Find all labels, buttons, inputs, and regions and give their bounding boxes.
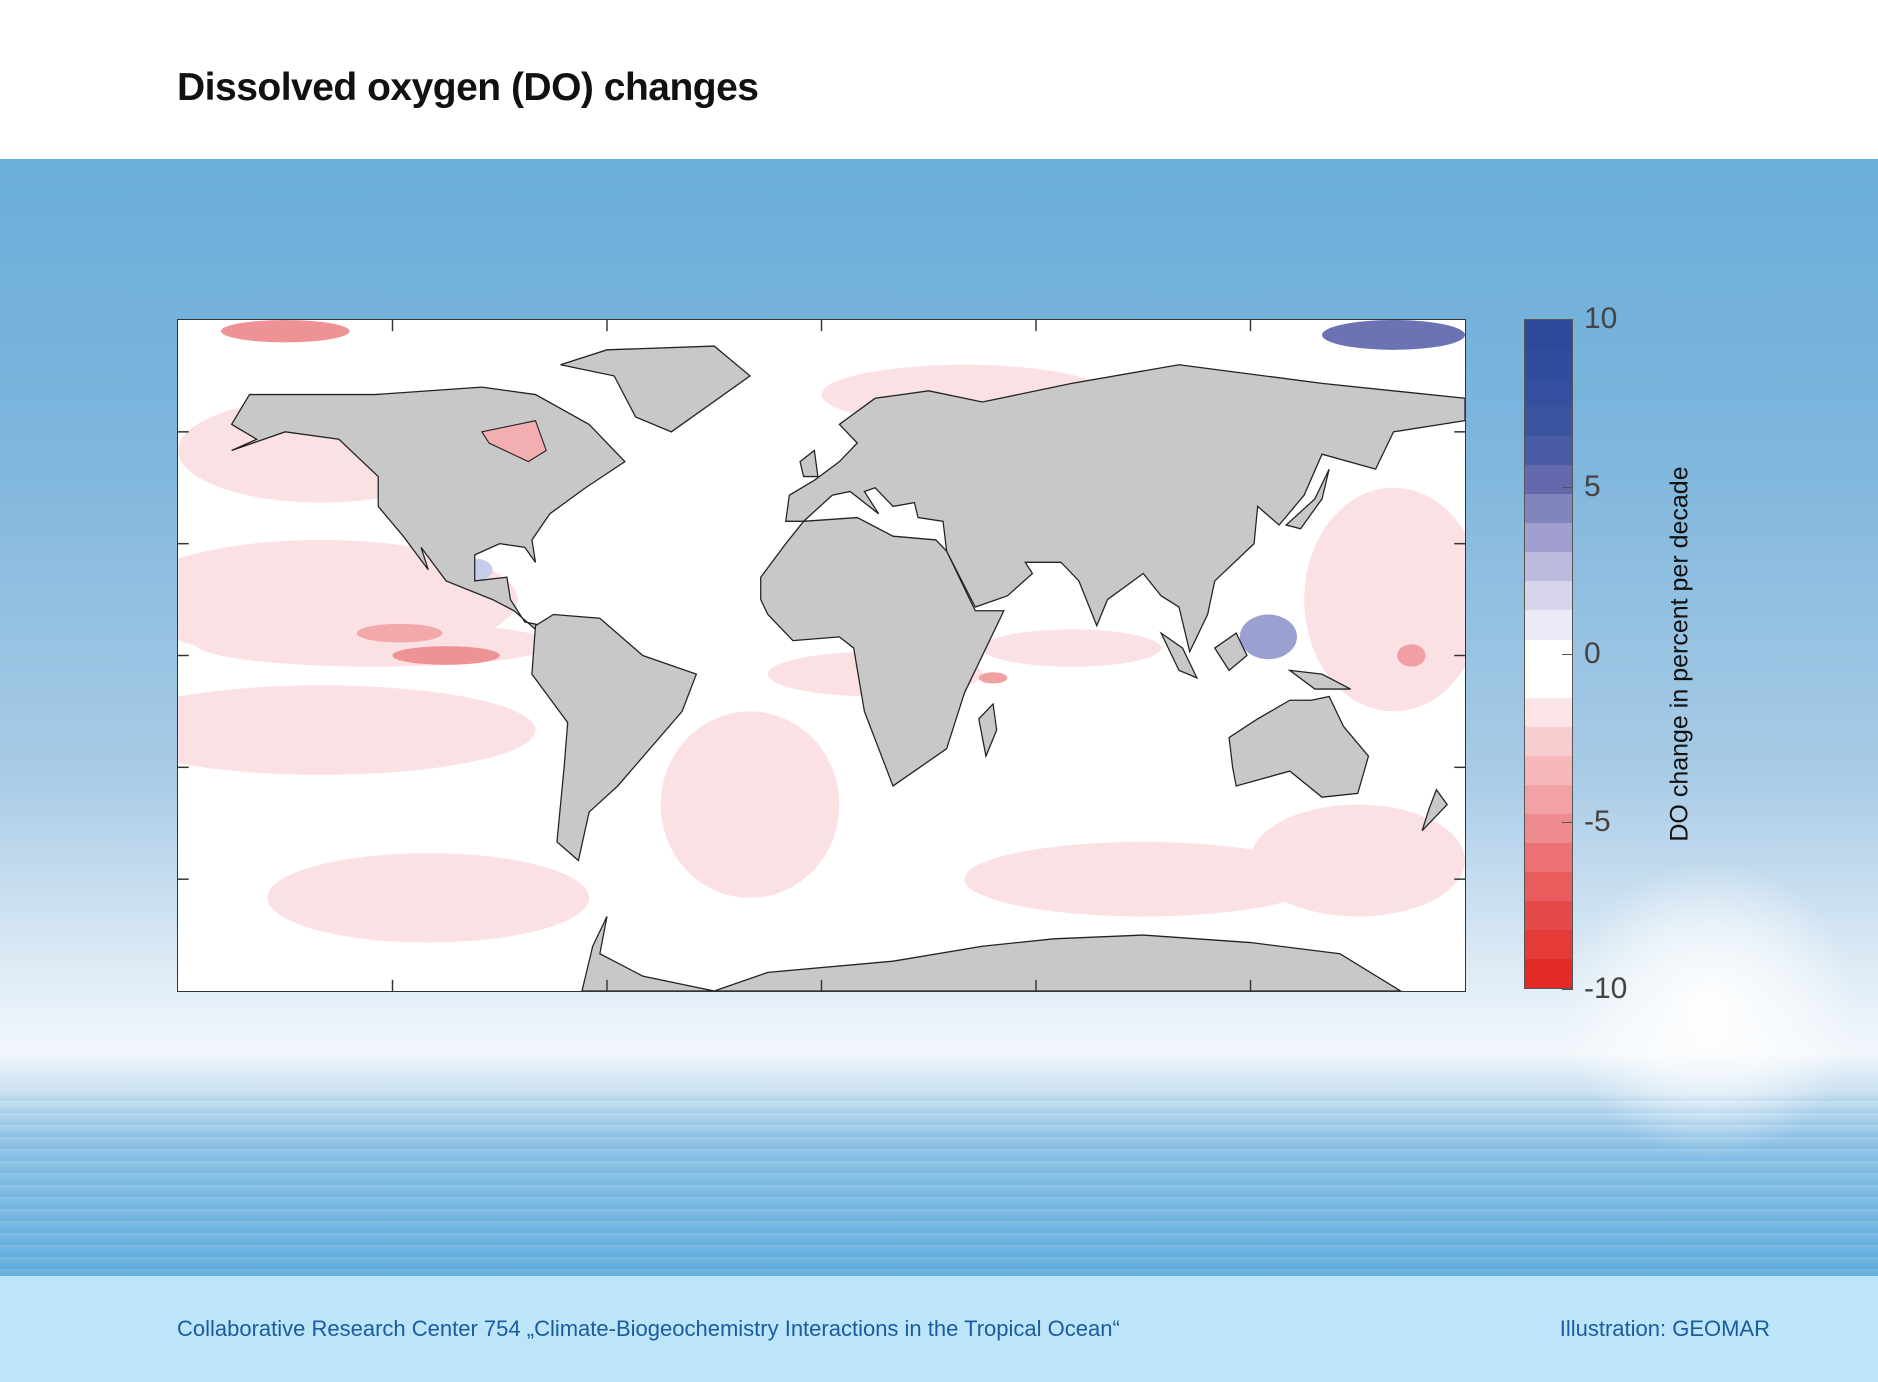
footer-credit: Collaborative Research Center 754 „Clima… [177, 1316, 1120, 1341]
colorbar-band [1525, 842, 1572, 872]
greenland [560, 345, 752, 433]
map-svg [178, 320, 1465, 991]
colorbar-tick [1562, 654, 1573, 655]
colorbar-band [1525, 668, 1572, 698]
colorbar-band [1525, 871, 1572, 901]
colorbar-band [1525, 697, 1572, 727]
colorbar-band [1525, 581, 1572, 611]
antarctica [581, 916, 1402, 991]
colorbar-band [1525, 407, 1572, 437]
footer-illustration-credit: Illustration: GEOMAR [1559, 1316, 1770, 1341]
colorbar-tick [1562, 989, 1573, 990]
colorbar-band [1525, 378, 1572, 408]
colorbar-band [1525, 726, 1572, 756]
sea-surface [0, 1089, 1878, 1276]
colorbar-band [1525, 494, 1572, 524]
australia [1228, 695, 1370, 798]
sumatra [1159, 631, 1199, 680]
colorbar-label-minus5: -5 [1584, 804, 1611, 838]
sun-glow [1560, 859, 1860, 1159]
footer: Collaborative Research Center 754 „Clima… [0, 1276, 1878, 1382]
british-isles [799, 449, 819, 478]
colorbar-band [1525, 900, 1572, 930]
colorbar-label-5: 5 [1584, 469, 1601, 503]
colorbar-band [1525, 523, 1572, 553]
borneo [1213, 632, 1248, 672]
colorbar-band [1525, 552, 1572, 582]
colorbar-band [1525, 784, 1572, 814]
colorbar-band [1525, 465, 1572, 495]
colorbar-band [1525, 929, 1572, 960]
madagascar [978, 702, 998, 759]
hudson-bay [480, 420, 547, 463]
world-map [177, 319, 1466, 992]
colorbar-band [1525, 320, 1572, 350]
colorbar-band [1525, 959, 1572, 989]
colorbar [1524, 319, 1573, 989]
map-ticks [178, 320, 1465, 991]
south-america [531, 613, 698, 862]
colorbar-band [1525, 755, 1572, 785]
japan [1284, 468, 1330, 530]
colorbar-band [1525, 349, 1572, 379]
new-zealand [1421, 788, 1448, 832]
colorbar-tick [1562, 319, 1573, 320]
page-title: Dissolved oxygen (DO) changes [177, 66, 759, 109]
colorbar-band [1525, 610, 1572, 640]
colorbar-band [1525, 813, 1572, 843]
new-guinea [1287, 669, 1351, 690]
colorbar-label-minus10: -10 [1584, 972, 1628, 1005]
header: Dissolved oxygen (DO) changes [0, 0, 1878, 159]
colorbar-band [1525, 436, 1572, 466]
colorbar-tick [1562, 821, 1573, 823]
colorbar-label-0: 0 [1584, 637, 1601, 670]
colorbar-tick [1562, 486, 1573, 488]
eurasia [785, 364, 1465, 654]
colorbar-label-10: 10 [1584, 302, 1618, 335]
africa [760, 516, 1005, 787]
colorbar-title: DO change in percent per decade [1665, 466, 1694, 842]
